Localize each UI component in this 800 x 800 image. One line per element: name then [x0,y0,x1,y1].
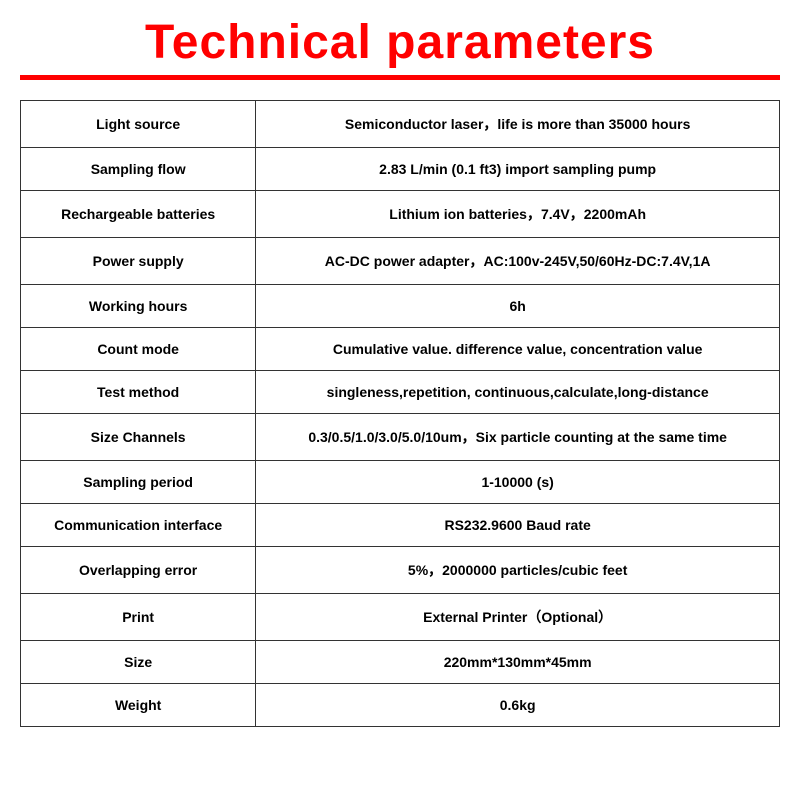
table-row: Size Channels 0.3/0.5/1.0/3.0/5.0/10um，S… [21,414,780,461]
spec-value: 1-10000 (s) [256,461,780,504]
table-row: Light source Semiconductor laser，life is… [21,101,780,148]
spec-value: AC-DC power adapter，AC:100v-245V,50/60Hz… [256,238,780,285]
table-row: Sampling flow 2.83 L/min (0.1 ft3) impor… [21,148,780,191]
spec-value: External Printer（Optional） [256,594,780,641]
page-title: Technical parameters [20,0,780,75]
table-row: Rechargeable batteries Lithium ion batte… [21,191,780,238]
spec-value: singleness,repetition, continuous,calcul… [256,371,780,414]
specs-table-body: Light source Semiconductor laser，life is… [21,101,780,727]
table-row: Weight 0.6kg [21,684,780,727]
spec-value: RS232.9600 Baud rate [256,504,780,547]
spec-label: Working hours [21,285,256,328]
title-underline [20,75,780,80]
table-row: Print External Printer（Optional） [21,594,780,641]
table-row: Working hours 6h [21,285,780,328]
table-row: Overlapping error 5%，2000000 particles/c… [21,547,780,594]
table-row: Count mode Cumulative value. difference … [21,328,780,371]
spec-label: Sampling flow [21,148,256,191]
table-row: Power supply AC-DC power adapter，AC:100v… [21,238,780,285]
spec-label: Overlapping error [21,547,256,594]
spec-label: Count mode [21,328,256,371]
spec-value: 2.83 L/min (0.1 ft3) import sampling pum… [256,148,780,191]
table-row: Communication interface RS232.9600 Baud … [21,504,780,547]
spec-label: Light source [21,101,256,148]
spec-value: 6h [256,285,780,328]
spec-value: 5%，2000000 particles/cubic feet [256,547,780,594]
spec-label: Rechargeable batteries [21,191,256,238]
spec-value: 220mm*130mm*45mm [256,641,780,684]
spec-label: Size Channels [21,414,256,461]
spec-value: 0.3/0.5/1.0/3.0/5.0/10um，Six particle co… [256,414,780,461]
spec-label: Test method [21,371,256,414]
spec-label: Communication interface [21,504,256,547]
spec-label: Size [21,641,256,684]
table-row: Test method singleness,repetition, conti… [21,371,780,414]
spec-value: Cumulative value. difference value, conc… [256,328,780,371]
spec-label: Print [21,594,256,641]
spec-label: Weight [21,684,256,727]
spec-label: Power supply [21,238,256,285]
table-row: Size 220mm*130mm*45mm [21,641,780,684]
spec-value: 0.6kg [256,684,780,727]
page-container: Technical parameters Light source Semico… [0,0,800,727]
table-row: Sampling period 1-10000 (s) [21,461,780,504]
spec-value: Semiconductor laser，life is more than 35… [256,101,780,148]
spec-label: Sampling period [21,461,256,504]
specs-table: Light source Semiconductor laser，life is… [20,100,780,727]
spec-value: Lithium ion batteries，7.4V，2200mAh [256,191,780,238]
